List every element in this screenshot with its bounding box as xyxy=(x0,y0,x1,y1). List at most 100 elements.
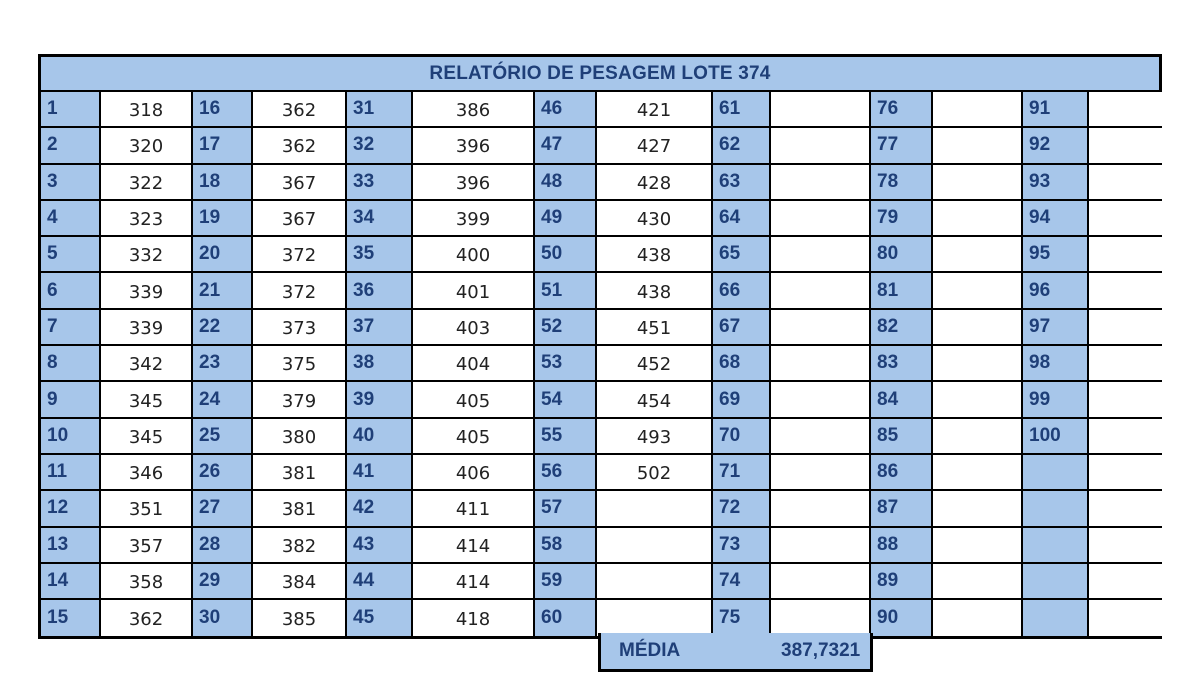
weight-value: 396 xyxy=(413,164,535,201)
weight-value: 400 xyxy=(413,237,535,274)
weight-value xyxy=(771,273,871,310)
animal-number: 12 xyxy=(41,491,101,528)
animal-number: 95 xyxy=(1023,237,1089,274)
animal-number: 34 xyxy=(347,200,413,238)
weight-value: 367 xyxy=(253,164,347,201)
animal-number: 59 xyxy=(535,563,597,601)
animal-number: 56 xyxy=(535,454,597,492)
animal-number xyxy=(1023,600,1089,637)
weight-value xyxy=(1089,237,1162,274)
weight-value: 382 xyxy=(253,527,347,564)
weight-value xyxy=(933,527,1023,564)
weight-value: 403 xyxy=(413,309,535,347)
weight-value: 404 xyxy=(413,346,535,383)
weight-value xyxy=(933,418,1023,455)
animal-number xyxy=(1023,563,1089,601)
animal-number: 27 xyxy=(193,491,253,528)
animal-number: 17 xyxy=(193,128,253,165)
weight-value: 384 xyxy=(253,563,347,601)
weight-value: 502 xyxy=(597,454,713,492)
animal-number: 32 xyxy=(347,128,413,165)
animal-number: 37 xyxy=(347,309,413,347)
animal-number: 64 xyxy=(713,200,771,238)
weight-value xyxy=(1089,418,1162,455)
animal-number: 26 xyxy=(193,454,253,492)
weight-value xyxy=(933,346,1023,383)
animal-number: 73 xyxy=(713,527,771,564)
animal-number: 44 xyxy=(347,563,413,601)
animal-number: 42 xyxy=(347,491,413,528)
animal-number xyxy=(1023,454,1089,492)
weight-value: 372 xyxy=(253,237,347,274)
weight-value: 399 xyxy=(413,200,535,238)
animal-number: 98 xyxy=(1023,346,1089,383)
animal-number: 82 xyxy=(871,309,933,347)
weight-value: 332 xyxy=(101,237,193,274)
weight-value xyxy=(933,164,1023,201)
animal-number: 60 xyxy=(535,600,597,637)
weight-value xyxy=(1089,309,1162,347)
weight-value xyxy=(771,454,871,492)
animal-number: 39 xyxy=(347,382,413,419)
weight-value xyxy=(771,346,871,383)
weight-value: 418 xyxy=(413,600,535,637)
weight-value: 339 xyxy=(101,273,193,310)
weight-value: 430 xyxy=(597,200,713,238)
weight-value: 386 xyxy=(413,92,535,129)
animal-number: 72 xyxy=(713,491,771,528)
weight-value xyxy=(771,563,871,601)
weights-grid: 1 318 16 362 31 386 46 421 61 76 91 2 320 17 362 32 396 4… xyxy=(41,92,1162,637)
animal-number: 4 xyxy=(41,200,101,238)
animal-number: 33 xyxy=(347,164,413,201)
weight-value xyxy=(933,200,1023,238)
animal-number: 57 xyxy=(535,491,597,528)
weight-value: 345 xyxy=(101,382,193,419)
animal-number: 90 xyxy=(871,600,933,637)
weight-value xyxy=(771,418,871,455)
weight-value xyxy=(1089,527,1162,564)
animal-number: 93 xyxy=(1023,164,1089,201)
weight-value xyxy=(597,491,713,528)
animal-number: 92 xyxy=(1023,128,1089,165)
animal-number: 38 xyxy=(347,346,413,383)
weight-value xyxy=(1089,600,1162,637)
animal-number: 9 xyxy=(41,382,101,419)
weight-value xyxy=(771,382,871,419)
weight-value: 405 xyxy=(413,418,535,455)
weight-value: 381 xyxy=(253,491,347,528)
weight-value: 362 xyxy=(253,92,347,129)
weight-value xyxy=(933,309,1023,347)
weight-value: 345 xyxy=(101,418,193,455)
animal-number: 51 xyxy=(535,273,597,310)
animal-number: 45 xyxy=(347,600,413,637)
animal-number: 18 xyxy=(193,164,253,201)
weight-value: 414 xyxy=(413,563,535,601)
average-value: 387,7321 xyxy=(781,640,861,661)
weight-value xyxy=(933,92,1023,129)
animal-number: 75 xyxy=(713,600,771,637)
weight-value: 357 xyxy=(101,527,193,564)
weight-value xyxy=(933,382,1023,419)
weight-value xyxy=(597,563,713,601)
animal-number: 71 xyxy=(713,454,771,492)
animal-number: 30 xyxy=(193,600,253,637)
animal-number: 48 xyxy=(535,164,597,201)
weight-value xyxy=(1089,454,1162,492)
animal-number: 36 xyxy=(347,273,413,310)
weight-value xyxy=(1089,346,1162,383)
weight-value xyxy=(771,92,871,129)
animal-number: 5 xyxy=(41,237,101,274)
animal-number: 99 xyxy=(1023,382,1089,419)
animal-number: 91 xyxy=(1023,92,1089,129)
weight-value xyxy=(1089,128,1162,165)
weight-value: 362 xyxy=(101,600,193,637)
weight-value xyxy=(597,527,713,564)
weight-value xyxy=(933,563,1023,601)
weight-value: 454 xyxy=(597,382,713,419)
weight-value: 372 xyxy=(253,273,347,310)
weight-value: 375 xyxy=(253,346,347,383)
animal-number: 86 xyxy=(871,454,933,492)
weight-value xyxy=(771,491,871,528)
animal-number: 2 xyxy=(41,128,101,165)
animal-number: 11 xyxy=(41,454,101,492)
